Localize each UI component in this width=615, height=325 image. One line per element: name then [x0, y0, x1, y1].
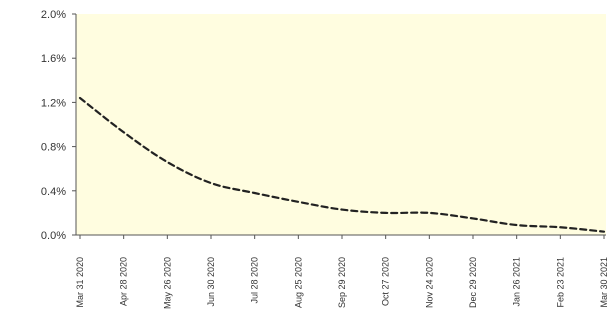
- x-tick-label: Apr 28 2020: [119, 257, 129, 306]
- x-tick-label: Jun 30 2020: [206, 257, 216, 307]
- y-tick-label: 0.8%: [41, 142, 66, 154]
- x-tick-label: Sep 29 2020: [337, 257, 347, 308]
- x-tick-label: Oct 27 2020: [381, 257, 391, 306]
- plot-area: [76, 14, 606, 235]
- x-tick-label: Aug 25 2020: [293, 257, 303, 308]
- x-tick-label: Nov 24 2020: [424, 257, 434, 308]
- y-tick-label: 1.2%: [41, 97, 66, 109]
- y-tick-label: 0.4%: [41, 186, 66, 198]
- x-tick-label: Mar 31 2020: [75, 257, 85, 308]
- x-tick-label: Mar 30 2021: [599, 257, 609, 308]
- x-tick-label: Feb 23 2021: [555, 257, 565, 308]
- y-tick-label: 0.0%: [41, 230, 66, 242]
- x-tick-label: Dec 29 2020: [468, 257, 478, 308]
- x-tick-label: May 26 2020: [162, 257, 172, 309]
- x-tick-label: Jan 26 2021: [512, 257, 522, 307]
- y-tick-label: 2.0%: [41, 9, 66, 21]
- x-tick-label: Jul 28 2020: [250, 257, 260, 304]
- y-ticks: 0.0% 0.4% 0.8% 1.2% 1.6% 2.0%: [41, 9, 76, 242]
- x-ticks: Mar 31 2020 Apr 28 2020 May 26 2020 Jun 30 …: [75, 235, 609, 309]
- y-tick-label: 1.6%: [41, 53, 66, 65]
